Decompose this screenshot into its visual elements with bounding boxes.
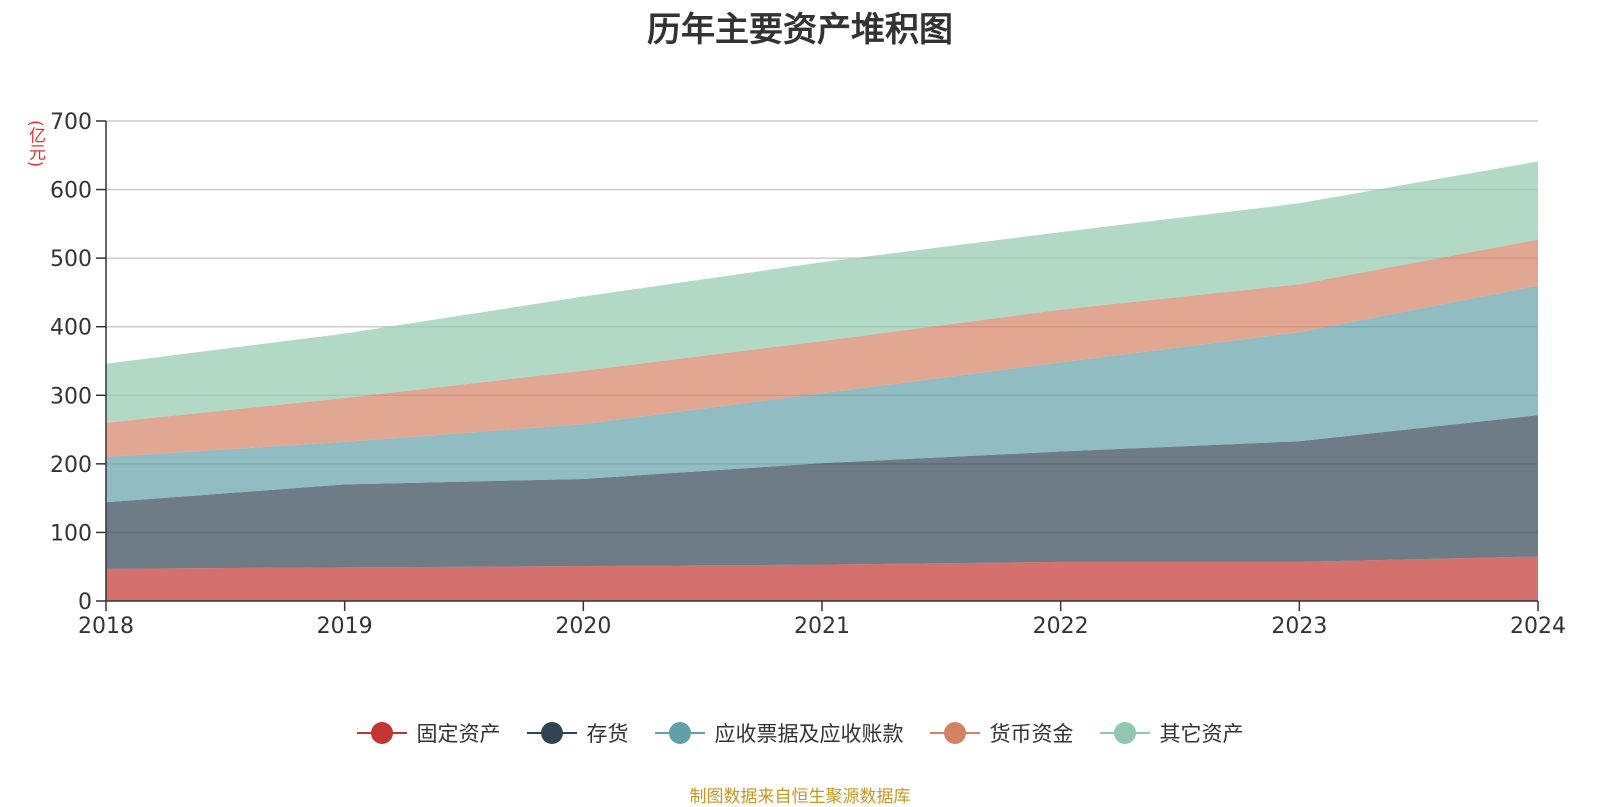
legend-item[interactable]: 货币资金 xyxy=(929,718,1074,748)
x-tick-label: 2022 xyxy=(1033,614,1089,639)
legend: 固定资产 存货 应收票据及应收账款 货币资金 其它资产 xyxy=(0,718,1600,748)
y-axis-unit: (亿元) xyxy=(25,120,45,168)
legend-item[interactable]: 应收票据及应收账款 xyxy=(654,718,904,748)
legend-item[interactable]: 其它资产 xyxy=(1099,718,1244,748)
source-note: 制图数据来自恒生聚源数据库 xyxy=(689,787,911,807)
y-tick-label: 0 xyxy=(78,590,92,615)
y-tick-label: 300 xyxy=(50,384,92,409)
y-tick-label: 700 xyxy=(50,110,92,135)
legend-marker xyxy=(356,721,407,745)
legend-label: 固定资产 xyxy=(416,722,501,746)
legend-item[interactable]: 固定资产 xyxy=(356,718,501,748)
x-tick-label: 2018 xyxy=(78,614,134,639)
legend-label: 存货 xyxy=(586,722,629,746)
x-tick-label: 2023 xyxy=(1271,614,1327,639)
legend-marker xyxy=(526,721,577,745)
area-series-3 xyxy=(106,239,1538,457)
legend-label: 应收票据及应收账款 xyxy=(714,722,904,746)
x-tick-label: 2024 xyxy=(1510,614,1566,639)
area-series xyxy=(106,161,1538,601)
y-tick-label: 100 xyxy=(50,521,92,546)
area-series-2 xyxy=(106,285,1538,503)
legend-marker xyxy=(1099,721,1150,745)
area-series-1 xyxy=(106,415,1538,569)
legend-item[interactable]: 存货 xyxy=(526,718,629,748)
x-tick-label: 2020 xyxy=(555,614,611,639)
x-tick-label: 2019 xyxy=(317,614,373,639)
area-series-0 xyxy=(106,556,1538,601)
axes: 0 100 200 300 400 500 600 700 2018 2019 2020 2021 20… xyxy=(50,110,1566,639)
legend-marker xyxy=(929,721,980,745)
y-tick-label: 500 xyxy=(50,247,92,272)
legend-label: 其它资产 xyxy=(1159,722,1244,746)
area-series-4 xyxy=(106,161,1538,423)
legend-label: 货币资金 xyxy=(989,722,1074,746)
chart-title: 历年主要资产堆积图 xyxy=(647,10,953,50)
y-tick-label: 400 xyxy=(50,316,92,341)
legend-marker xyxy=(654,721,705,745)
x-tick-label: 2021 xyxy=(794,614,850,639)
y-tick-label: 200 xyxy=(50,453,92,478)
y-tick-label: 600 xyxy=(50,179,92,204)
